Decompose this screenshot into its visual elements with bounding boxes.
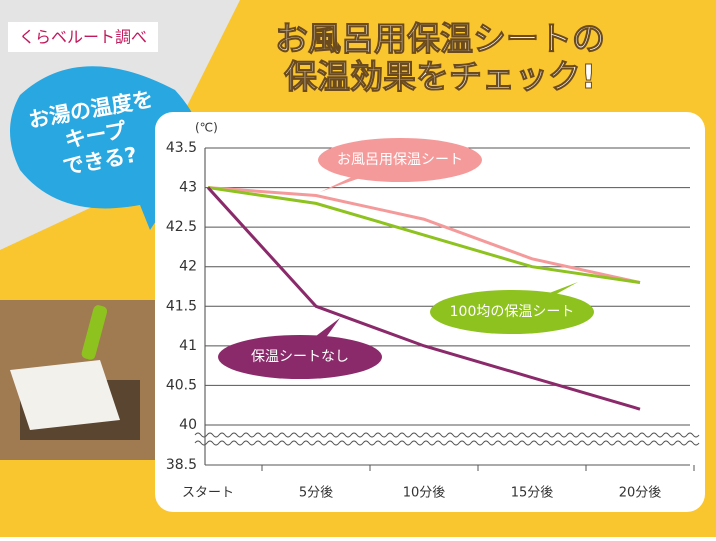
y-tick-label: 43 bbox=[179, 180, 197, 196]
x-tick-label: スタート bbox=[182, 486, 234, 501]
text-line: お風呂用保温シートの bbox=[275, 19, 605, 58]
photo-thermometer bbox=[81, 305, 108, 360]
series-line bbox=[207, 186, 641, 285]
y-tick-label: 42.5 bbox=[166, 219, 197, 235]
x-tick-label: 15分後 bbox=[511, 486, 554, 501]
y-tick-label: 40 bbox=[179, 417, 197, 433]
series-label: お風呂用保温シート bbox=[337, 152, 463, 168]
speech-bubble bbox=[10, 66, 202, 230]
plot: 38.5 40 40.5 41 41.5 42 42.5 43 43.5 スタート 5分後 10分後 1… bbox=[166, 138, 700, 501]
x-tick-label: 10分後 bbox=[403, 486, 446, 501]
axis-break bbox=[194, 432, 700, 438]
photo-sheet bbox=[10, 360, 120, 430]
source: くらベルート調べ bbox=[19, 28, 147, 47]
y-tick-label: 41 bbox=[179, 338, 197, 354]
series-label: 保温シートなし bbox=[251, 349, 349, 365]
y-tick-label: 40.5 bbox=[166, 377, 197, 393]
chart-title: お風呂用保温シートの保温効果をチェック! bbox=[275, 19, 605, 96]
y-tick-label: 38.5 bbox=[166, 457, 197, 473]
y-tick-label: 41.5 bbox=[166, 298, 197, 314]
x-tick-label: 20分後 bbox=[619, 486, 662, 501]
y-unit: (℃) bbox=[195, 121, 218, 135]
source-box bbox=[8, 22, 158, 52]
y-tick-label: 43.5 bbox=[166, 140, 197, 156]
x-tick-label: 5分後 bbox=[299, 486, 333, 501]
callout bbox=[318, 138, 482, 182]
series-line bbox=[206, 186, 641, 411]
photo bbox=[0, 300, 160, 460]
series-label: 100均の保温シート bbox=[450, 304, 575, 320]
series-line bbox=[207, 186, 641, 285]
callout bbox=[218, 335, 382, 379]
callout bbox=[430, 290, 594, 334]
text-line: 保温効果をチェック! bbox=[284, 57, 596, 96]
y-tick-label: 42 bbox=[179, 259, 197, 275]
axis-break bbox=[194, 440, 700, 446]
